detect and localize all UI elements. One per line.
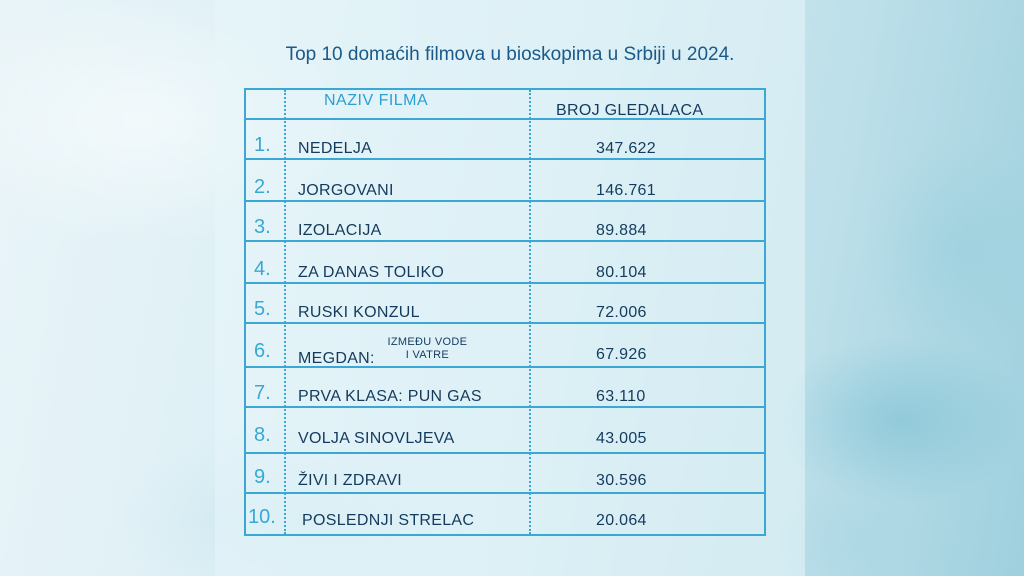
header-divider — [246, 118, 766, 120]
row-divider — [246, 158, 766, 160]
row-divider — [246, 200, 766, 202]
row-rank: 2. — [254, 176, 271, 198]
row-film: POSLEDNJI STRELAC — [302, 512, 475, 529]
column-divider-rank — [284, 90, 286, 534]
row-film: IZOLACIJA — [298, 222, 382, 239]
table-row: 4. ZA DANAS TOLIKO 80.104 — [246, 252, 766, 292]
row-rank: 10. — [248, 506, 276, 528]
ranking-table: NAZIV FILMA BROJ GLEDALACA 1. NEDELJA 34… — [244, 88, 766, 536]
row-rank: 3. — [254, 216, 271, 238]
row-divider — [246, 240, 766, 242]
row-rank: 6. — [254, 340, 271, 362]
row-film: JORGOVANI — [298, 182, 394, 199]
row-film-subtitle-line-2: I VATRE — [405, 349, 450, 361]
header-film-name: NAZIV FILMA — [324, 92, 429, 109]
table-row: 3. IZOLACIJA 89.884 — [246, 210, 766, 250]
row-divider — [246, 322, 766, 324]
row-divider — [246, 406, 766, 408]
row-film: NEDELJA — [298, 140, 373, 157]
table-row: 8. VOLJA SINOVLJEVA 43.005 — [246, 418, 766, 458]
content-panel — [215, 0, 805, 576]
row-rank: 5. — [254, 298, 271, 320]
row-film: MEGDAN: IZMEĐU VODE I VATRE — [298, 336, 467, 372]
row-count: 63.110 — [596, 388, 646, 405]
row-film-subtitle-line-1: IZMEĐU VODE — [387, 336, 468, 348]
row-rank: 7. — [254, 382, 271, 404]
row-film: PRVA KLASA: PUN GAS — [298, 388, 482, 405]
row-film: ZA DANAS TOLIKO — [298, 264, 445, 281]
row-rank: 8. — [254, 424, 271, 446]
row-film-subtitle: IZMEĐU VODE I VATRE — [388, 336, 468, 362]
table-row: 7. PRVA KLASA: PUN GAS 63.110 — [246, 376, 766, 416]
row-count: 89.884 — [596, 222, 647, 239]
row-rank: 1. — [254, 134, 271, 156]
page-title: Top 10 domaćih filmova u bioskopima u Sr… — [285, 44, 735, 65]
row-count: 20.064 — [596, 512, 647, 529]
row-divider — [246, 452, 766, 454]
row-film-main: MEGDAN: — [298, 350, 375, 368]
row-divider — [246, 366, 766, 368]
table-row: 10. POSLEDNJI STRELAC 20.064 — [246, 500, 766, 540]
row-count: 72.006 — [596, 304, 647, 321]
table-row: 5. RUSKI KONZUL 72.006 — [246, 292, 766, 332]
row-count: 43.005 — [596, 430, 647, 447]
row-film: RUSKI KONZUL — [298, 304, 420, 321]
row-film: ŽIVI I ZDRAVI — [298, 472, 403, 489]
row-count: 146.761 — [596, 182, 656, 199]
row-count: 30.596 — [596, 472, 647, 489]
table-row: 9. ŽIVI I ZDRAVI 30.596 — [246, 460, 766, 500]
table-row: 2. JORGOVANI 146.761 — [246, 170, 766, 210]
row-divider — [246, 492, 766, 494]
row-count: 347.622 — [596, 140, 656, 157]
column-divider-count — [529, 90, 531, 534]
table-row: 6. MEGDAN: IZMEĐU VODE I VATRE 67.926 — [246, 334, 766, 374]
row-divider — [246, 282, 766, 284]
row-film: VOLJA SINOVLJEVA — [298, 430, 455, 447]
row-count: 67.926 — [596, 346, 647, 363]
row-count: 80.104 — [596, 264, 647, 281]
table-row: 1. NEDELJA 347.622 — [246, 128, 766, 168]
header-viewer-count: BROJ GLEDALACA — [556, 102, 704, 119]
row-rank: 4. — [254, 258, 271, 280]
row-rank: 9. — [254, 466, 271, 488]
